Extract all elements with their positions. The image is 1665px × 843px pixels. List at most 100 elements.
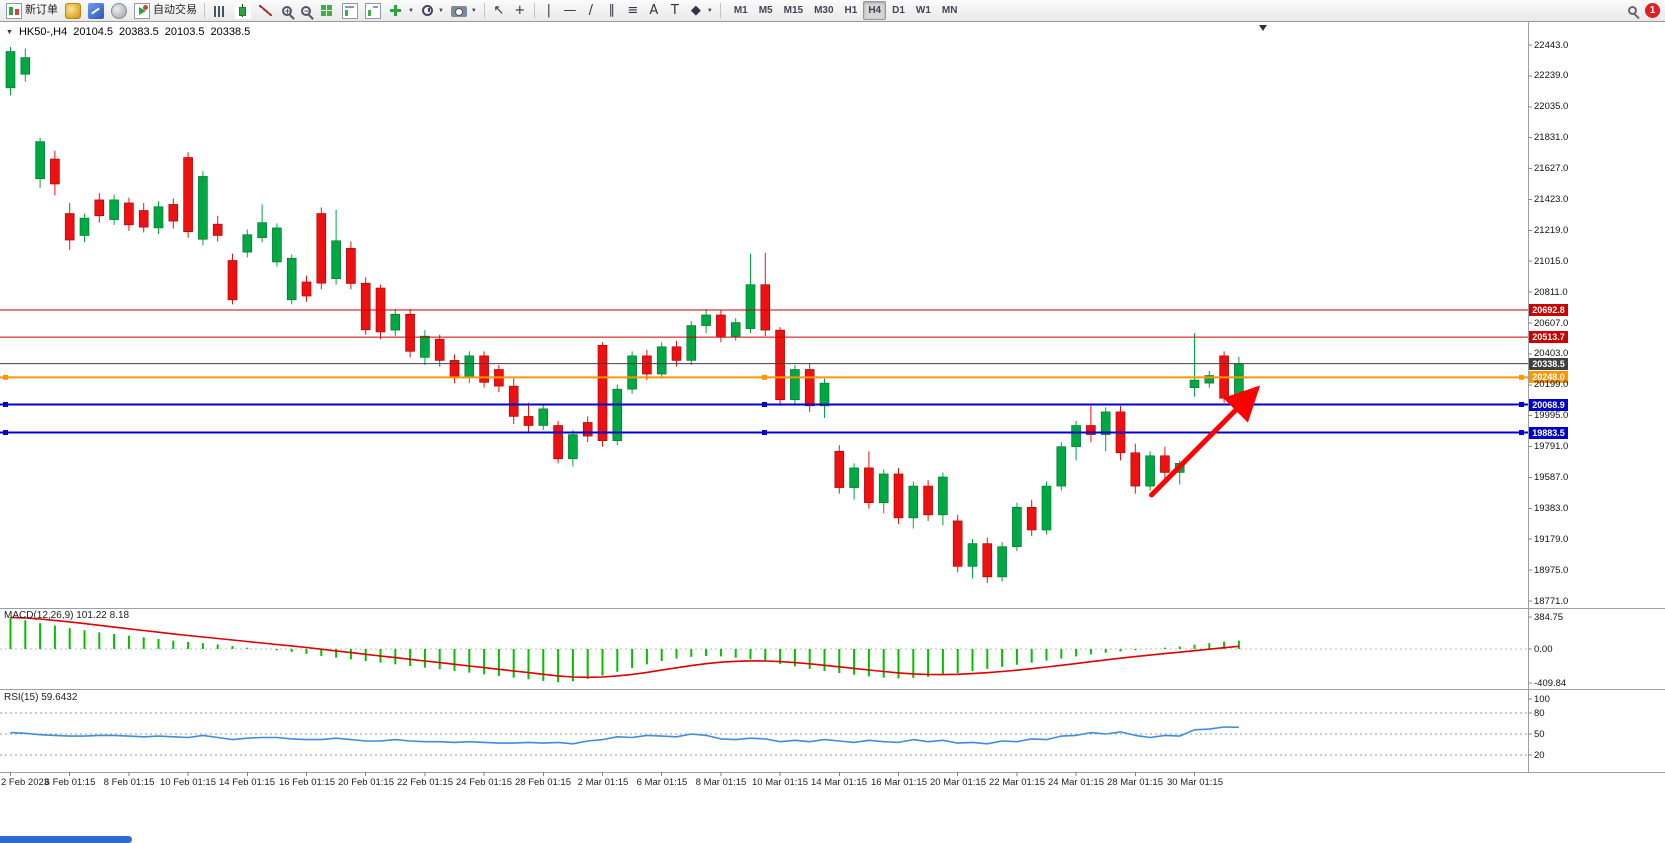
text-button[interactable]: A <box>644 1 664 20</box>
level-lines[interactable] <box>0 309 1528 436</box>
line-handle[interactable] <box>3 401 8 407</box>
candle <box>923 480 933 521</box>
cursor-button[interactable]: ↖ <box>489 1 509 20</box>
timeframe-m1[interactable]: M1 <box>733 5 748 16</box>
candle <box>5 46 16 96</box>
candle <box>35 137 45 188</box>
line-handle[interactable] <box>1519 430 1524 436</box>
vertical-line-button[interactable]: | <box>539 1 559 20</box>
text-icon: A <box>649 2 659 18</box>
line-handle[interactable] <box>1519 401 1524 407</box>
candle <box>1026 499 1037 537</box>
periods-button[interactable]: ▼ <box>418 1 447 20</box>
chart-shift-marker[interactable] <box>1259 25 1267 31</box>
chevron-down-icon[interactable]: ▼ <box>470 7 477 14</box>
market-watch-button[interactable] <box>85 1 107 20</box>
zoom-in-icon <box>282 5 292 16</box>
ohlc-high: 20383.5 <box>119 26 159 38</box>
horizontal-line-button[interactable]: — <box>560 1 580 20</box>
timeframe-d1[interactable]: D1 <box>892 5 905 16</box>
line-chart-mode-button[interactable] <box>255 1 277 20</box>
add-chart-icon <box>388 3 404 19</box>
candlestick-mode-button[interactable] <box>232 1 254 20</box>
candle <box>864 451 874 509</box>
auto-trading-button-label: 自动交易 <box>153 4 197 16</box>
fibonacci-button[interactable]: ≡ <box>623 1 643 20</box>
gray-globe-icon <box>111 2 127 19</box>
zoom-in-button[interactable] <box>278 1 296 20</box>
timeframe-m30[interactable]: M30 <box>814 5 834 16</box>
line-handle[interactable] <box>762 430 767 436</box>
candle <box>138 202 149 233</box>
auto-arrange-button[interactable] <box>339 1 361 20</box>
chevron-down-icon[interactable]: ▼ <box>408 7 414 14</box>
templates-button[interactable]: ▼ <box>448 1 480 20</box>
candle <box>878 469 889 514</box>
equidistant-channel-button[interactable]: ∥ <box>602 1 622 20</box>
line-handle[interactable] <box>1519 374 1524 380</box>
new-order-button-label: 新订单 <box>25 4 58 16</box>
candle <box>819 378 830 418</box>
history-center-button[interactable] <box>62 1 84 20</box>
candle <box>420 330 430 365</box>
toolbar-right: 1 <box>1628 3 1662 18</box>
cascade-windows-button[interactable] <box>362 1 384 20</box>
strategy-tester-button[interactable] <box>108 1 130 20</box>
candle <box>257 204 267 243</box>
timeframe-h4[interactable]: H4 <box>863 1 887 20</box>
bar-chart-mode-button[interactable] <box>209 1 231 20</box>
channel-icon: ∥ <box>608 2 616 18</box>
notification-badge[interactable]: 1 <box>1645 3 1660 18</box>
candle <box>790 364 800 406</box>
arrange-chart-icon <box>342 2 358 19</box>
candle <box>242 229 253 258</box>
cursor-icon: ↖ <box>493 2 505 18</box>
candle <box>642 349 652 381</box>
line-handle[interactable] <box>762 401 767 407</box>
zoom-out-button[interactable] <box>297 1 315 20</box>
chevron-down-icon[interactable]: ▼ <box>706 7 713 14</box>
candle <box>449 354 460 384</box>
auto-trading-icon <box>134 2 150 19</box>
candle <box>834 445 845 494</box>
auto-trading-button[interactable]: 自动交易 <box>131 1 200 20</box>
line-handle[interactable] <box>3 430 8 436</box>
candle <box>582 416 593 443</box>
candle <box>405 308 415 358</box>
line-handle[interactable] <box>3 374 8 380</box>
candle <box>1160 446 1170 482</box>
timeframe-mn[interactable]: MN <box>941 5 958 16</box>
candle <box>701 308 711 334</box>
candle <box>508 378 519 424</box>
crosshair-button[interactable]: + <box>510 1 530 20</box>
chevron-down-icon[interactable]: ▼ <box>437 7 444 14</box>
objects-button[interactable]: ◆ ▼ <box>686 1 716 20</box>
new-order-button[interactable]: 新订单 <box>3 1 61 20</box>
candle <box>1056 442 1067 491</box>
text-label-button[interactable]: T <box>665 1 685 20</box>
tile-windows-button[interactable] <box>316 1 338 20</box>
candle <box>997 542 1007 582</box>
timeframe-w1[interactable]: W1 <box>915 5 931 16</box>
candle <box>627 351 637 394</box>
trendline-button[interactable]: / <box>581 1 601 20</box>
trend-arrow-annotation[interactable] <box>1149 385 1261 498</box>
timeframe-m5[interactable]: M5 <box>758 5 773 16</box>
candle <box>686 321 697 365</box>
search-icon[interactable] <box>1628 6 1637 15</box>
candle <box>1041 481 1052 535</box>
new-chart-button[interactable]: ▼ <box>385 1 417 20</box>
candle <box>212 215 223 242</box>
timeframe-m15[interactable]: M15 <box>783 5 804 16</box>
chart-symbol-period: HK50-,H4 <box>18 26 68 38</box>
candle <box>153 201 164 234</box>
candle <box>982 537 993 583</box>
candle <box>568 430 578 467</box>
candle <box>893 467 904 524</box>
timeframe-h1[interactable]: H1 <box>844 5 858 16</box>
line-handle[interactable] <box>762 374 767 380</box>
candle <box>331 209 341 285</box>
tile-windows-icon <box>319 3 335 19</box>
